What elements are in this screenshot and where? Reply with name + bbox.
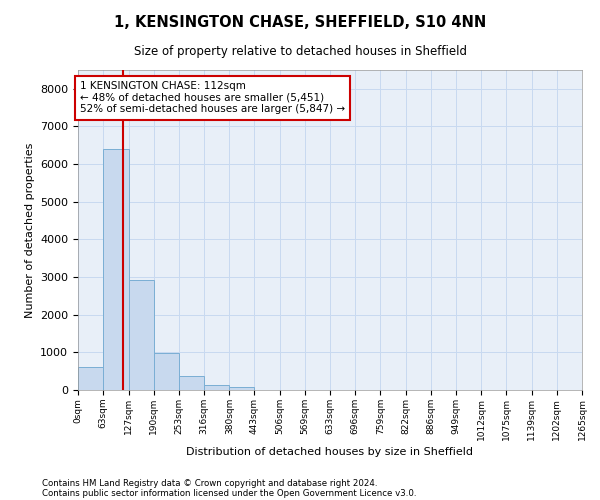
Bar <box>78 366 103 390</box>
Y-axis label: Number of detached properties: Number of detached properties <box>25 142 35 318</box>
Bar <box>229 387 254 390</box>
Text: Contains HM Land Registry data © Crown copyright and database right 2024.: Contains HM Land Registry data © Crown c… <box>42 478 377 488</box>
Text: Size of property relative to detached houses in Sheffield: Size of property relative to detached ho… <box>133 45 467 58</box>
Bar <box>128 280 154 390</box>
Text: 1, KENSINGTON CHASE, SHEFFIELD, S10 4NN: 1, KENSINGTON CHASE, SHEFFIELD, S10 4NN <box>114 15 486 30</box>
Bar <box>204 384 229 390</box>
Text: 1 KENSINGTON CHASE: 112sqm
← 48% of detached houses are smaller (5,451)
52% of s: 1 KENSINGTON CHASE: 112sqm ← 48% of deta… <box>80 82 345 114</box>
Bar <box>154 354 179 390</box>
Bar <box>179 376 204 390</box>
Bar <box>103 149 128 390</box>
Text: Contains public sector information licensed under the Open Government Licence v3: Contains public sector information licen… <box>42 488 416 498</box>
X-axis label: Distribution of detached houses by size in Sheffield: Distribution of detached houses by size … <box>187 446 473 456</box>
